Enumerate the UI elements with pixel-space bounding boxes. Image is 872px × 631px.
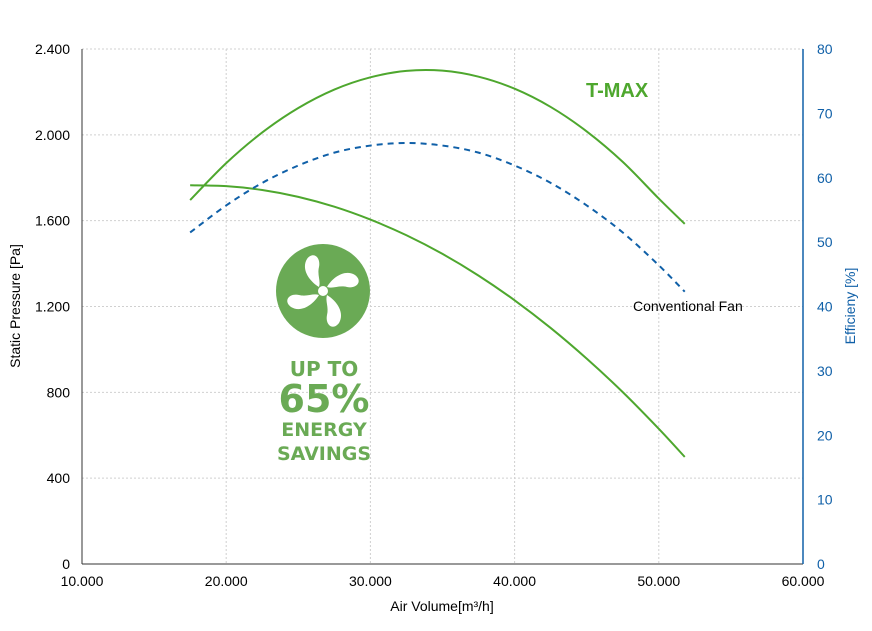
axes xyxy=(81,49,804,565)
y-axis-label: Static Pressure [Pa] xyxy=(7,244,23,368)
y2-tick-label: 40 xyxy=(817,299,833,315)
y-tick-label: 0 xyxy=(62,556,70,572)
y2-tick-label: 10 xyxy=(817,492,833,508)
x-tick-label: 30.000 xyxy=(349,573,392,589)
x-tick-label: 40.000 xyxy=(493,573,536,589)
tmax-label: T-MAX xyxy=(586,80,649,102)
y-tick-label: 800 xyxy=(47,384,71,400)
series-line-2 xyxy=(189,141,686,293)
y2-tick-label: 0 xyxy=(817,556,825,572)
series-line-0 xyxy=(189,69,686,225)
y-tick-label: 400 xyxy=(47,470,71,486)
series-lines xyxy=(189,69,686,458)
y-tick-label: 1.600 xyxy=(35,213,70,229)
conventional-fan-label: Conventional Fan xyxy=(633,298,743,314)
badge-line4: SAVINGS xyxy=(276,443,372,465)
x-tick-label: 60.000 xyxy=(782,573,825,589)
y2-tick-label: 30 xyxy=(817,363,833,379)
energy-savings-badge: UP TO 65% ENERGY SAVINGS xyxy=(262,350,386,466)
badge-line1: UP TO xyxy=(289,357,359,381)
x-axis-label: Air Volume[m³/h] xyxy=(390,598,493,614)
fan-icon xyxy=(276,244,370,338)
y2-tick-label: 70 xyxy=(817,105,833,121)
y-tick-label: 1.200 xyxy=(35,299,70,315)
y2-tick-label: 80 xyxy=(817,41,833,57)
y-tick-label: 2.000 xyxy=(35,127,70,143)
grid xyxy=(82,48,803,564)
y2-tick-label: 20 xyxy=(817,427,833,443)
y-tick-label: 2.400 xyxy=(35,41,70,57)
badge-line3: ENERGY xyxy=(281,419,367,441)
y2-tick-label: 60 xyxy=(817,170,833,186)
x-tick-label: 10.000 xyxy=(61,573,104,589)
series-line-1 xyxy=(190,184,686,458)
x-tick-label: 50.000 xyxy=(637,573,680,589)
tick-labels: 10.000 20.000 30.000 40.000 50.000 60.0000400… xyxy=(35,41,833,589)
badge-line2: 65% xyxy=(278,377,370,421)
x-tick-label: 20.000 xyxy=(205,573,248,589)
y2-axis-label: Efficieny [%] xyxy=(842,268,858,345)
y2-tick-label: 50 xyxy=(817,234,833,250)
